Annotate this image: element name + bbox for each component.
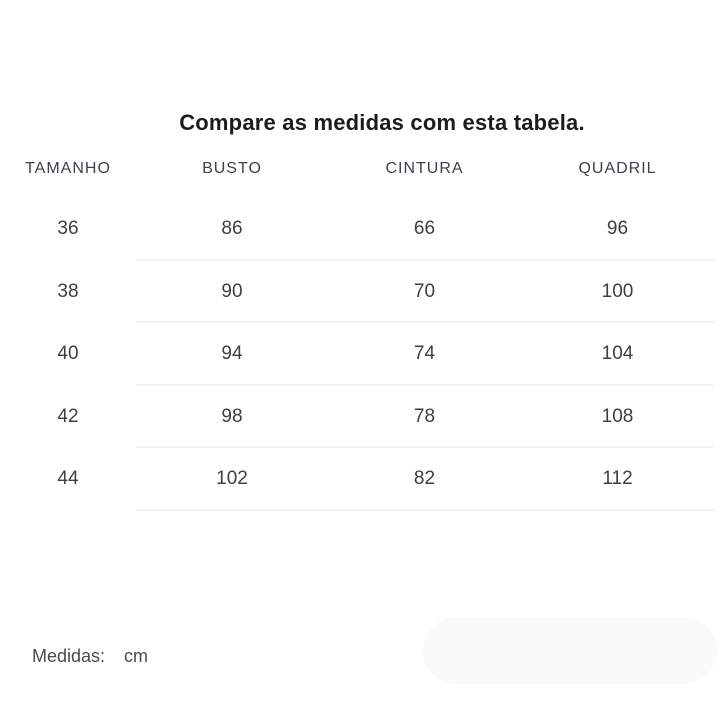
cell-cintura: 78 [413, 405, 436, 427]
cell-quadril: 100 [601, 280, 634, 302]
column-header-tamanho: TAMANHO [25, 160, 111, 177]
column-header-quadril: QUADRIL [578, 160, 657, 177]
cell-cintura: 66 [413, 218, 436, 240]
cell-tamanho: 36 [57, 218, 79, 240]
faint-rounded-panel [423, 617, 717, 684]
cell-tamanho: 42 [57, 405, 79, 427]
cell-quadril: 112 [602, 468, 633, 490]
page-title: Compare as medidas com esta tabela. [179, 110, 585, 135]
cell-cintura: 82 [413, 468, 436, 490]
cell-busto: 98 [221, 405, 243, 427]
cell-tamanho: 38 [57, 280, 79, 302]
cell-busto: 94 [221, 343, 243, 365]
table-header-row: TAMANHO BUSTO CINTURA QUADRIL [0, 140, 714, 198]
cell-cintura: 70 [413, 280, 436, 302]
table-row: 42 98 78 108 [0, 386, 714, 449]
cell-tamanho: 44 [57, 468, 79, 490]
cell-busto: 102 [216, 468, 248, 490]
cell-cintura: 74 [413, 343, 436, 365]
column-header-cintura: CINTURA [385, 160, 464, 177]
table-row: 44 102 82 112 [0, 448, 714, 511]
size-measurements-table: TAMANHO BUSTO CINTURA QUADRIL 36 86 66 9… [0, 140, 714, 511]
measurement-unit: cm [124, 646, 149, 666]
cell-quadril: 108 [601, 405, 634, 427]
table-row: 40 94 74 104 [0, 323, 714, 386]
table-row: 38 90 70 100 [0, 261, 714, 324]
cell-quadril: 104 [601, 343, 634, 365]
measurement-label: Medidas: [32, 646, 106, 666]
measurement-unit-note: Medidas: cm [32, 646, 148, 667]
cell-busto: 90 [221, 280, 243, 302]
cell-tamanho: 40 [57, 343, 79, 365]
column-header-busto: BUSTO [202, 160, 262, 177]
cell-busto: 86 [221, 218, 243, 240]
table-row: 36 86 66 96 [0, 198, 714, 261]
cell-quadril: 96 [606, 218, 629, 240]
